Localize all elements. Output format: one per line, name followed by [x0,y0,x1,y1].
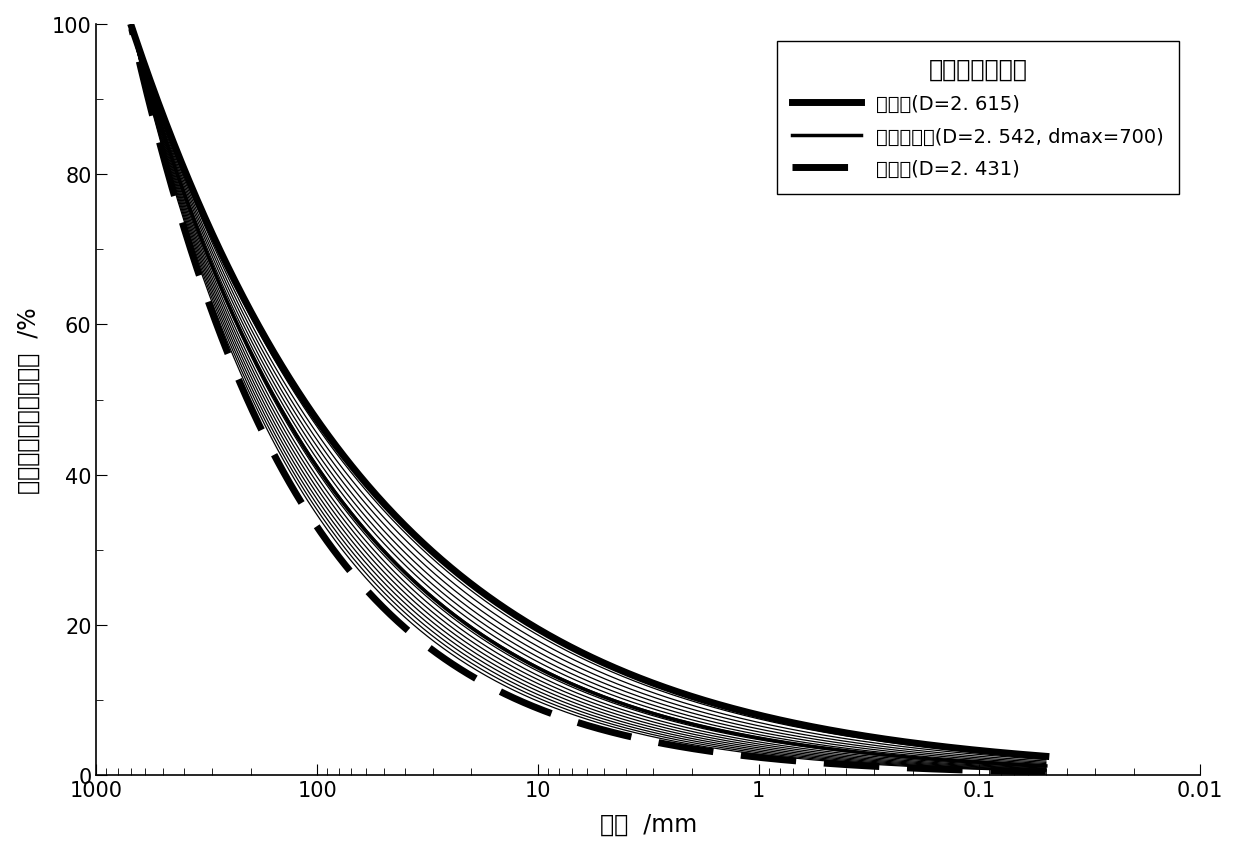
Legend: 上包线(D=2. 615), 级配平均线(D=2. 542, dmax=700), 下包线(D=2. 431): 上包线(D=2. 615), 级配平均线(D=2. 542, dmax=700)… [777,42,1179,194]
Y-axis label: 小于某粒径质量百分比  /%: 小于某粒径质量百分比 /% [16,307,41,493]
X-axis label: 粒径  /mm: 粒径 /mm [600,811,697,835]
